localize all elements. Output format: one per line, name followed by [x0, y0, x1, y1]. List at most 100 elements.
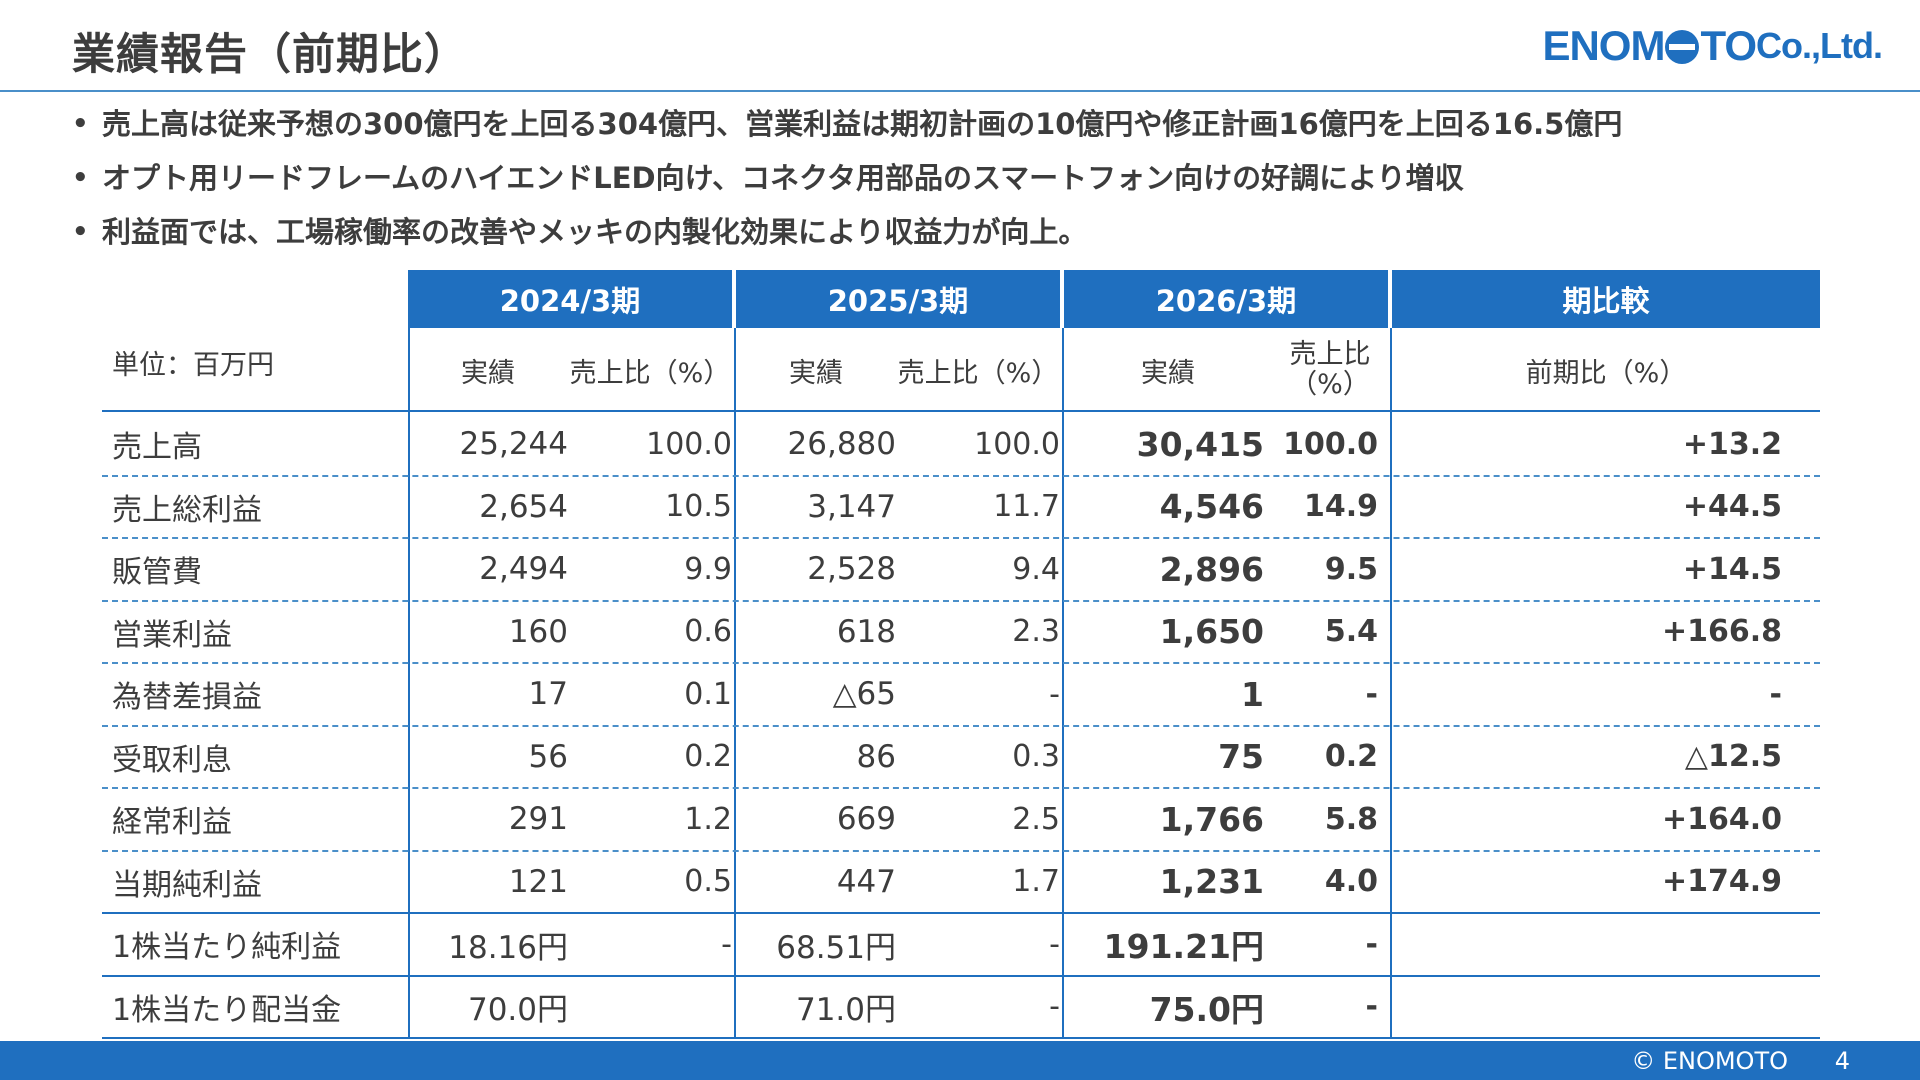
- header-comparison: 期比較: [1392, 270, 1820, 328]
- row-divider-dashed: [102, 662, 1820, 664]
- value-2024: 56: [528, 738, 568, 775]
- ratio-2024: 1.2: [684, 801, 732, 837]
- page-number: 4: [1834, 1047, 1850, 1075]
- yoy-change: +166.8: [1661, 614, 1782, 650]
- row-divider-dashed: [102, 537, 1820, 539]
- value-2026: 191.21円: [1103, 927, 1264, 967]
- value-2025: 669: [836, 801, 896, 838]
- table-bottom-line: [102, 1037, 1820, 1039]
- unit-label: 単位：百万円: [112, 349, 274, 381]
- copyright-text: © ENOMOTO: [1631, 1047, 1788, 1075]
- ratio-2025: 9.4: [1012, 551, 1060, 587]
- value-2025: 86: [856, 738, 896, 775]
- value-2026: 2,896: [1159, 549, 1264, 589]
- value-2026: 4,546: [1159, 487, 1264, 527]
- subheader-ratio-2025: 売上比（%）: [897, 357, 1059, 389]
- value-2024: 2,494: [479, 551, 568, 588]
- header-2024: 2024/3期: [408, 270, 732, 328]
- ratio-2024: 100.0: [646, 426, 732, 462]
- value-2025: △65: [832, 676, 896, 713]
- ratio-2025: 1.7: [1012, 864, 1060, 900]
- row-label: 当期純利益: [112, 867, 262, 903]
- ratio-2024: 0.2: [684, 739, 732, 775]
- row-divider-dashed: [102, 787, 1820, 789]
- row-label: 1株当たり純利益: [112, 930, 342, 966]
- column-divider: [408, 328, 410, 1038]
- ratio-2026: 0.2: [1324, 739, 1378, 775]
- ratio-2026: 9.5: [1324, 551, 1378, 587]
- row-divider-solid: [102, 974, 1820, 977]
- header-bottom-line: [102, 410, 1820, 412]
- subheader-actual-2024: 実績: [461, 357, 515, 389]
- yoy-change: △12.5: [1684, 739, 1782, 775]
- value-2025: 3,147: [807, 488, 896, 525]
- subheader-actual-2025: 実績: [789, 357, 843, 389]
- row-divider-dashed: [102, 724, 1820, 727]
- row-divider-solid: [102, 912, 1820, 914]
- subheader-ratio-2024: 売上比（%）: [569, 357, 731, 389]
- row-divider-dashed: [102, 849, 1820, 852]
- yoy-change: [1392, 913, 1782, 976]
- row-label: 営業利益: [112, 617, 232, 653]
- subheader-yoy: 前期比（%）: [1525, 357, 1687, 389]
- ratio-2025: 11.7: [993, 489, 1060, 525]
- yoy-change: +164.0: [1661, 801, 1782, 837]
- value-2025: 618: [836, 613, 896, 650]
- subheader-ratio-2026: 売上比 （%）: [1272, 330, 1388, 410]
- ratio-2024: 10.5: [665, 489, 732, 525]
- ratio-2024: [568, 976, 732, 1039]
- company-logo: ENOM TO Co.,Ltd.: [1542, 22, 1883, 70]
- column-divider: [734, 328, 736, 1038]
- ratio-2024: 0.1: [684, 676, 732, 712]
- ratio-2025: -: [1049, 989, 1060, 1025]
- value-2025: 71.0円: [795, 992, 896, 1029]
- ratio-2025: 0.3: [1012, 739, 1060, 775]
- logo-text-part1: ENOM: [1542, 22, 1665, 69]
- ratio-2025: -: [1049, 926, 1060, 962]
- value-2025: 2,528: [807, 551, 896, 588]
- subheader-actual-2026: 実績: [1141, 357, 1195, 389]
- ratio-2024: 9.9: [684, 551, 732, 587]
- value-2024: 18.16円: [448, 929, 568, 966]
- column-divider: [1390, 328, 1392, 1038]
- bullet-item: • 利益面では、工場稼働率の改善やメッキの内製化効果により収益力が向上。: [72, 212, 1622, 266]
- slide-header: 業績報告（前期比） ENOM TO Co.,Ltd.: [0, 0, 1920, 92]
- value-2024: 25,244: [459, 426, 568, 463]
- yoy-change: -: [1769, 676, 1782, 712]
- ratio-2024: -: [721, 926, 732, 962]
- ratio-2026: -: [1365, 926, 1378, 962]
- value-2024: 160: [508, 613, 568, 650]
- ratio-2025: 2.3: [1012, 614, 1060, 650]
- value-2026: 75: [1218, 737, 1264, 777]
- ratio-2024: 0.6: [684, 614, 732, 650]
- value-2026: 75.0円: [1149, 989, 1264, 1029]
- yoy-change: +13.2: [1682, 426, 1782, 462]
- logo-text-part2: TO: [1700, 22, 1757, 69]
- ratio-line2: （%）: [1290, 369, 1370, 400]
- bullet-dot: •: [72, 109, 89, 139]
- value-2024: 2,654: [479, 488, 568, 525]
- row-divider-dashed: [102, 474, 1820, 477]
- bullet-item: • オプト用リードフレームのハイエンドLED向け、コネクタ用部品のスマートフォン向…: [72, 158, 1622, 212]
- value-2026: 1,650: [1159, 612, 1264, 652]
- value-2024: 17: [528, 676, 568, 713]
- ratio-2026: 14.9: [1303, 489, 1378, 525]
- summary-bullets: • 売上高は従来予想の300億円を上回る304億円、営業利益は期初計画の10億円や…: [72, 104, 1622, 266]
- ratio-2026: 5.4: [1324, 614, 1378, 650]
- value-2024: 291: [508, 801, 568, 838]
- row-label: 経常利益: [112, 805, 232, 841]
- value-2024: 70.0円: [467, 992, 568, 1029]
- logo-o-mark: [1665, 30, 1700, 64]
- ratio-2025: 2.5: [1012, 801, 1060, 837]
- ratio-2026: 5.8: [1324, 801, 1378, 837]
- value-2026: 1: [1241, 674, 1264, 714]
- column-divider: [1062, 328, 1064, 1038]
- logo-text-part3: Co.,Ltd.: [1756, 25, 1883, 66]
- bullet-text: オプト用リードフレームのハイエンドLED向け、コネクタ用部品のスマートフォン向け…: [102, 161, 1464, 195]
- row-label: 販管費: [112, 555, 202, 591]
- ratio-2026: 100.0: [1283, 426, 1378, 462]
- slide-footer: © ENOMOTO 4: [0, 1041, 1920, 1080]
- bullet-text: 売上高は従来予想の300億円を上回る304億円、営業利益は期初計画の10億円や修…: [102, 107, 1623, 141]
- bullet-dot: •: [72, 163, 89, 193]
- ratio-2024: 0.5: [684, 864, 732, 900]
